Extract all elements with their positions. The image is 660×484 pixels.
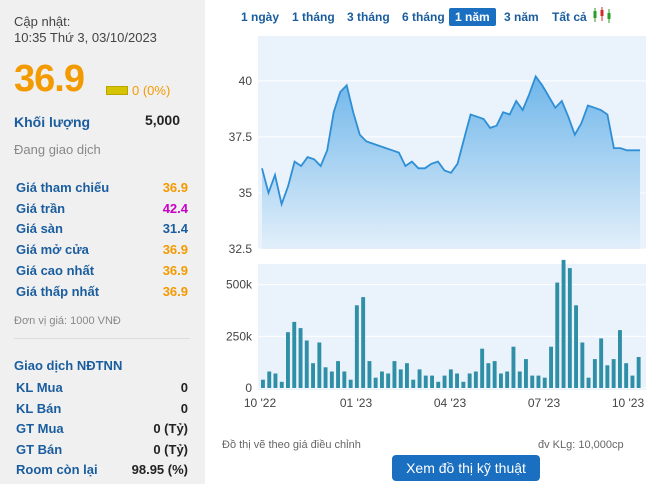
foreign-row-label: GT Bán — [16, 442, 63, 457]
foreign-row-label: KL Mua — [16, 380, 63, 395]
foreign-trading-title: Giao dịch NĐTNN — [14, 358, 123, 373]
price-row-value: 36.9 — [162, 180, 188, 195]
volume-y-tick: 250k — [226, 329, 253, 343]
price-row-value: 36.9 — [162, 242, 188, 257]
tab-3-months[interactable]: 3 tháng — [347, 10, 390, 24]
x-tick-label: 07 '23 — [527, 396, 561, 410]
price-row-reference: Giá tham chiếu 36.9 — [14, 180, 190, 198]
foreign-row-label: KL Bán — [16, 401, 62, 416]
foreign-row-value: 98.95 (%) — [131, 462, 188, 477]
price-row-floor: Giá sàn 31.4 — [14, 221, 190, 239]
price-row-label: Giá trần — [16, 201, 66, 216]
price-row-value: 36.9 — [162, 284, 188, 299]
foreign-row-label: GT Mua — [16, 421, 64, 436]
current-price: 36.9 — [14, 58, 85, 100]
price-y-tick: 40 — [239, 74, 253, 88]
x-tick-label: 01 '23 — [339, 396, 373, 410]
price-row-low: Giá thấp nhất 36.9 — [14, 284, 190, 302]
price-row-label: Giá thấp nhất — [16, 284, 100, 299]
price-row-value: 36.9 — [162, 263, 188, 278]
price-y-tick: 32.5 — [229, 242, 253, 256]
volume-label: Khối lượng — [14, 114, 91, 130]
change-indicator-icon — [106, 86, 128, 95]
price-chart-panel — [258, 36, 646, 249]
tab-1-year[interactable]: 1 năm — [449, 8, 496, 26]
x-tick-label: 04 '23 — [433, 396, 467, 410]
summary-panel — [0, 0, 205, 484]
price-row-label: Giá mở cửa — [16, 242, 89, 257]
foreign-row-value: 0 — [180, 401, 188, 416]
foreign-row-buy-value: GT Mua 0 (Tỷ) — [14, 421, 190, 439]
updated-label: Cập nhật: — [14, 14, 71, 29]
tab-1-day[interactable]: 1 ngày — [241, 10, 280, 24]
price-row-open: Giá mở cửa 36.9 — [14, 242, 190, 260]
volume-y-tick: 500k — [226, 278, 253, 292]
foreign-row-value: 0 (Tỷ) — [153, 421, 188, 436]
price-row-label: Giá sàn — [16, 221, 63, 236]
price-y-tick: 35 — [239, 186, 253, 200]
foreign-row-buy-volume: KL Mua 0 — [14, 380, 190, 398]
x-tick-label: 10 '22 — [243, 396, 277, 410]
volume-unit-note: đv KLg: 10,000cp — [538, 439, 624, 451]
divider — [14, 338, 190, 339]
volume-value: 5,000 — [144, 112, 180, 128]
price-change: 0 (0%) — [132, 83, 171, 98]
trading-status: Đang giao dịch — [14, 142, 101, 157]
candlestick-icon[interactable] — [592, 6, 612, 24]
foreign-row-value: 0 — [180, 380, 188, 395]
tab-all[interactable]: Tất cả — [552, 10, 587, 24]
price-row-value: 42.4 — [162, 201, 188, 216]
volume-chart-panel — [258, 264, 646, 390]
price-row-ceiling: Giá trần 42.4 — [14, 201, 190, 219]
updated-time: 10:35 Thứ 3, 03/10/2023 — [14, 30, 157, 45]
foreign-row-value: 0 (Tỷ) — [153, 442, 188, 457]
price-row-value: 31.4 — [162, 221, 188, 236]
technical-chart-button[interactable]: Xem đồ thị kỹ thuật — [392, 455, 540, 481]
price-row-high: Giá cao nhất 36.9 — [14, 263, 190, 281]
x-tick-label: 10 '23 — [611, 396, 645, 410]
price-row-label: Giá tham chiếu — [16, 180, 110, 195]
foreign-row-sell-volume: KL Bán 0 — [14, 401, 190, 419]
unit-note: Đơn vị giá: 1000 VNĐ — [14, 315, 121, 327]
adjusted-price-note: Đồ thị vẽ theo giá điều chỉnh — [222, 439, 361, 451]
tab-1-month[interactable]: 1 tháng — [292, 10, 335, 24]
volume-y-tick: 0 — [245, 381, 252, 395]
price-y-tick: 37.5 — [229, 130, 253, 144]
tab-6-months[interactable]: 6 tháng — [402, 10, 445, 24]
price-row-label: Giá cao nhất — [16, 263, 95, 278]
foreign-row-label: Room còn lại — [16, 462, 98, 477]
foreign-row-sell-value: GT Bán 0 (Tỷ) — [14, 442, 190, 460]
tab-3-years[interactable]: 3 năm — [504, 10, 539, 24]
foreign-row-room: Room còn lại 98.95 (%) — [14, 462, 190, 480]
